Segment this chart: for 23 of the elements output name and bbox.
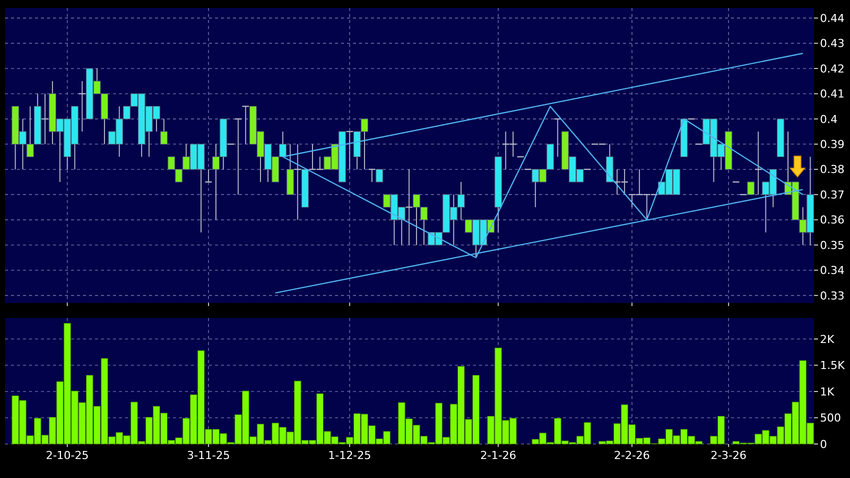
y-tick-label: 0.42 — [820, 62, 844, 76]
y-tick-label: 1.5K — [820, 359, 846, 372]
y-tick-label: 0.37 — [820, 188, 844, 202]
y-tick-label: 0.41 — [820, 88, 844, 101]
y-tick-label: 0.4 — [820, 112, 838, 126]
y-tick-label: 0.39 — [820, 138, 844, 152]
y-tick-label: 0 — [820, 438, 827, 451]
y-tick-label: 0.44 — [820, 12, 844, 25]
x-tick-label: 2-10-25 — [46, 449, 89, 462]
x-tick-label: 1-12-25 — [328, 449, 372, 462]
y-tick-label: 0.33 — [820, 289, 844, 302]
y-tick-label: 0.43 — [820, 37, 844, 50]
y-tick-label: 500 — [820, 412, 841, 425]
x-tick-label: 3-11-25 — [187, 449, 230, 462]
y-tick-label: 2K — [820, 332, 835, 346]
y-tick-label: 0.35 — [820, 238, 844, 252]
y-tick-label: 0.34 — [820, 264, 844, 278]
y-tick-label: 0.38 — [820, 163, 844, 176]
x-tick-label: 2-1-26 — [480, 449, 516, 462]
y-tick-label: 1K — [820, 385, 835, 398]
x-tick-label: 2-3-26 — [710, 449, 747, 462]
x-tick-label: 2-2-26 — [614, 449, 650, 462]
y-tick-label: 0.36 — [820, 214, 844, 227]
